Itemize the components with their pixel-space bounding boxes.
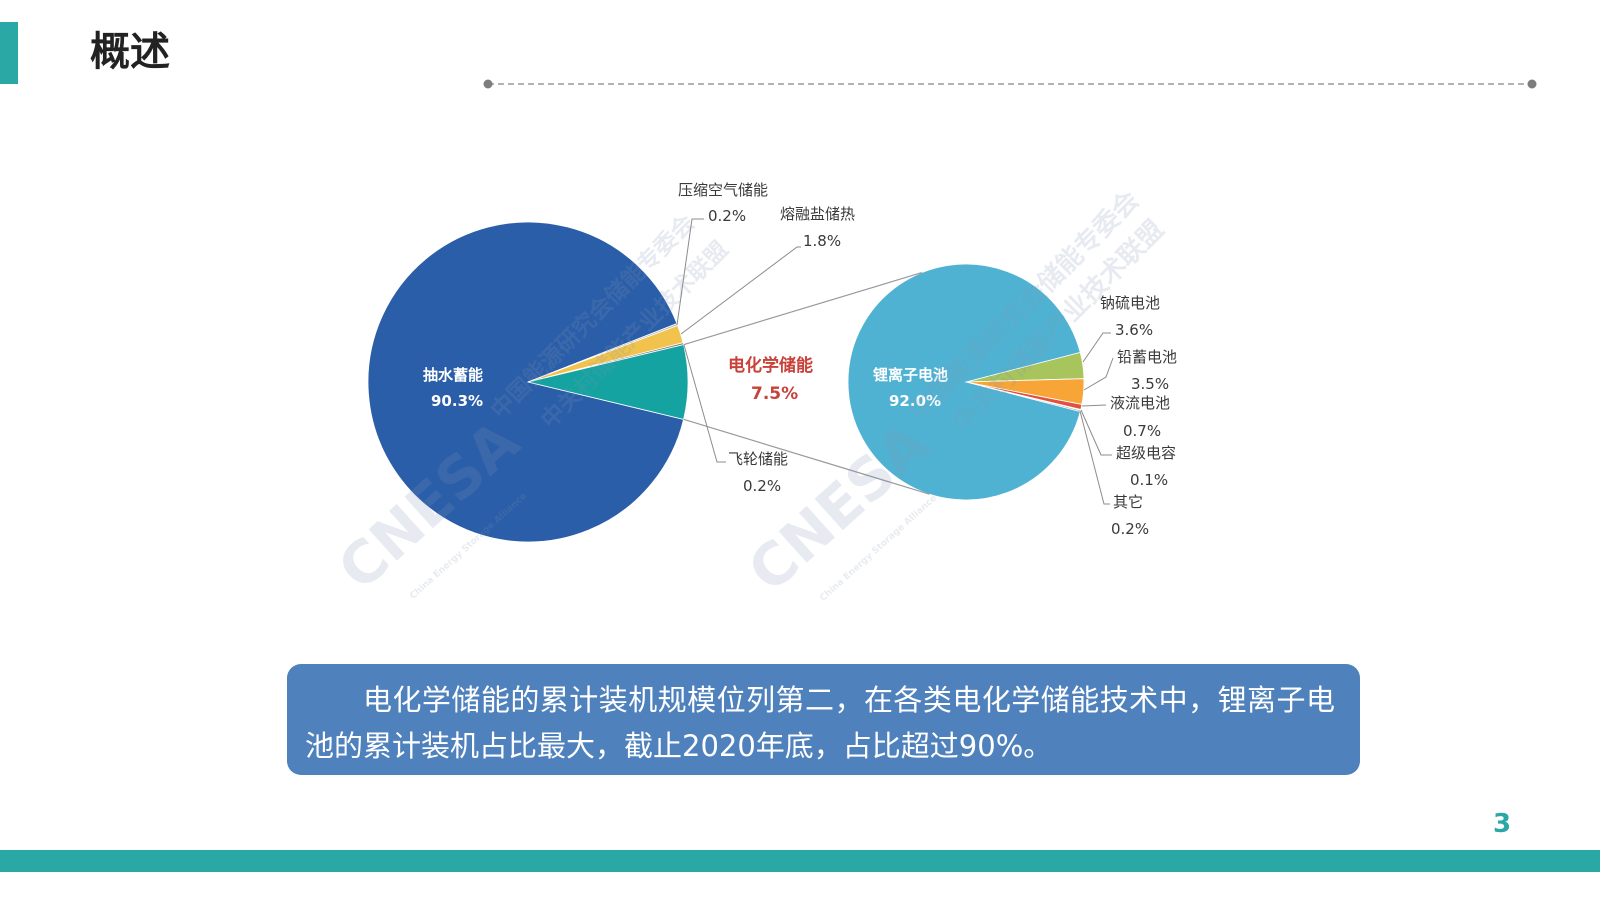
leader-line-compressed-air (676, 218, 704, 326)
divider-dot-right (1527, 79, 1537, 89)
title-divider (483, 79, 1537, 89)
title-accent-bar (0, 22, 18, 84)
label-molten-salt-value: 1.8% (803, 232, 841, 250)
connector-bottom (683, 418, 930, 495)
main-pie-slice-0 (367, 221, 685, 543)
page-number: 3 (1492, 809, 1512, 839)
label-lead-acid-name: 铅蓄电池 (1117, 348, 1177, 366)
label-flywheel-value: 0.2% (743, 477, 781, 495)
label-sodium-sulfur-name: 钠硫电池 (1100, 294, 1160, 312)
leader-line-molten-salt (680, 246, 801, 335)
detail-pie-slice-5 (847, 263, 1081, 501)
connector-top (683, 272, 922, 346)
label-lead-acid-value: 3.5% (1131, 375, 1169, 393)
summary-text: 电化学储能的累计装机规模位列第二，在各类电化学储能技术中，锂离子电池的累计装机占… (305, 683, 1335, 763)
label-compressed-air-name: 压缩空气储能 (678, 181, 768, 199)
leader-line-other (1079, 410, 1110, 505)
watermark-logo: CNESA (735, 409, 942, 605)
leader-line-flywheel (683, 344, 726, 463)
label-supercapacitor-name: 超级电容 (1116, 444, 1176, 462)
label-flow-battery-name: 液流电池 (1110, 394, 1170, 412)
label-pumped-hydro-name: 抽水蓄能 (423, 366, 483, 384)
main-pie-slice-4 (527, 344, 689, 420)
label-lithium-ion-name: 锂离子电池 (873, 366, 948, 384)
detail-pie (847, 263, 1085, 501)
label-pumped-hydro-value: 90.3% (431, 392, 483, 410)
label-molten-salt-name: 熔融盐储热 (780, 205, 855, 223)
label-supercapacitor-value: 0.1% (1130, 471, 1168, 489)
label-compressed-air-value: 0.2% (708, 207, 746, 225)
main-pie (367, 221, 689, 543)
leader-line-supercapacitor (1080, 409, 1112, 456)
label-lithium-ion-value: 92.0% (889, 392, 941, 410)
label-flywheel-name: 飞轮储能 (728, 450, 788, 468)
label-electrochemical-name: 电化学储能 (728, 355, 813, 376)
summary-box: 电化学储能的累计装机规模位列第二，在各类电化学储能技术中，锂离子电池的累计装机占… (287, 664, 1360, 775)
label-other-value: 0.2% (1111, 520, 1149, 538)
watermark-right: CNESA China Energy Storage Alliance 中国能源… (735, 185, 1170, 605)
label-electrochemical-value: 7.5% (751, 384, 798, 404)
label-sodium-sulfur-value: 3.6% (1115, 321, 1153, 339)
leader-line-lead-acid (1083, 357, 1114, 391)
leader-line-sodium-sulfur (1082, 332, 1111, 363)
label-flow-battery-value: 0.7% (1123, 422, 1161, 440)
pie-connectors (683, 272, 930, 495)
label-other-name: 其它 (1113, 493, 1143, 511)
divider-dot-left (483, 79, 493, 89)
footer-band (0, 850, 1600, 872)
pie-of-pie-chart: 抽水蓄能 90.3% 压缩空气储能 0.2% 熔融盐储热 1.8% 飞轮储能 0… (340, 181, 1177, 605)
leader-line-flow-battery (1081, 404, 1107, 407)
slide-title: 概述 (90, 29, 170, 75)
